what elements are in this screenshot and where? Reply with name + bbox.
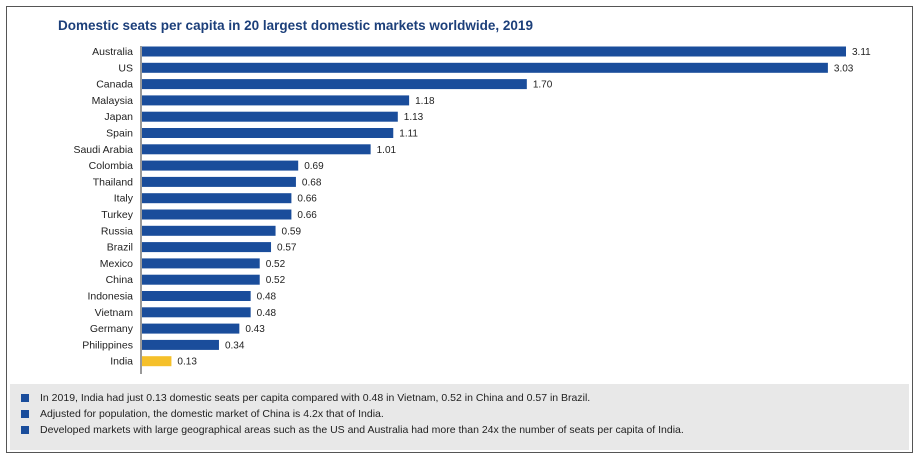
bar-saudi-arabia bbox=[142, 144, 371, 155]
bar-china bbox=[142, 274, 260, 285]
category-label: Russia bbox=[101, 225, 133, 237]
bar-brazil bbox=[142, 242, 272, 253]
category-label: Australia bbox=[92, 46, 133, 58]
category-label: US bbox=[118, 62, 133, 74]
value-label: 0.48 bbox=[257, 308, 277, 319]
note-text: Adjusted for population, the domestic ma… bbox=[40, 408, 384, 420]
bar-australia bbox=[142, 46, 846, 57]
category-label: Indonesia bbox=[87, 291, 133, 303]
category-label: Colombia bbox=[89, 160, 134, 172]
value-label: 1.11 bbox=[399, 129, 418, 140]
value-label: 0.59 bbox=[282, 226, 302, 237]
chart-frame bbox=[6, 6, 913, 453]
bar-russia bbox=[142, 225, 276, 236]
bar-canada bbox=[142, 79, 527, 90]
bars-group: Australia 3.11 US 3.03 Canada 1.70 Malaysia 1.1… bbox=[73, 46, 871, 368]
category-label: Canada bbox=[96, 79, 133, 91]
bar-philippines bbox=[142, 339, 219, 350]
note-item: Developed markets with large geographica… bbox=[21, 422, 909, 438]
category-label: Philippines bbox=[82, 339, 133, 351]
note-text: In 2019, India had just 0.13 domestic se… bbox=[40, 392, 591, 404]
bar-vietnam bbox=[142, 307, 251, 318]
value-label: 0.13 bbox=[177, 357, 197, 368]
bar-indonesia bbox=[142, 291, 251, 301]
bar-thailand bbox=[142, 176, 296, 187]
value-label: 3.11 bbox=[852, 47, 871, 58]
bar-mexico bbox=[142, 258, 260, 269]
bullet-square-icon bbox=[21, 410, 29, 418]
category-label: Turkey bbox=[101, 209, 133, 221]
bar-germany bbox=[142, 323, 240, 334]
bar-japan bbox=[142, 111, 398, 122]
category-label: Italy bbox=[114, 193, 134, 205]
bar-turkey bbox=[142, 209, 292, 220]
category-label: Saudi Arabia bbox=[73, 144, 133, 156]
bar-us bbox=[142, 62, 828, 73]
note-item: In 2019, India had just 0.13 domestic se… bbox=[21, 390, 909, 406]
category-label: Japan bbox=[104, 111, 133, 123]
value-label: 0.52 bbox=[266, 275, 286, 286]
value-label: 0.34 bbox=[225, 340, 245, 351]
value-label: 0.43 bbox=[245, 324, 265, 335]
value-label: 0.66 bbox=[297, 210, 317, 221]
category-label: Malaysia bbox=[92, 95, 134, 107]
value-label: 1.18 bbox=[415, 96, 435, 107]
note-text: Developed markets with large geographica… bbox=[40, 424, 684, 436]
bar-spain bbox=[142, 128, 394, 138]
category-label: Vietnam bbox=[95, 307, 134, 319]
value-label: 1.01 bbox=[377, 145, 397, 156]
value-label: 1.13 bbox=[404, 112, 424, 123]
bar-italy bbox=[142, 193, 292, 204]
bar-chart: Australia 3.11 US 3.03 Canada 1.70 Malaysia 1.1… bbox=[73, 46, 871, 374]
bar-malaysia bbox=[142, 95, 410, 106]
value-label: 0.57 bbox=[277, 243, 297, 254]
value-label: 0.69 bbox=[304, 161, 324, 172]
category-label: Spain bbox=[106, 128, 133, 140]
bar-india bbox=[142, 356, 172, 367]
category-label: Mexico bbox=[100, 258, 133, 270]
category-label: Germany bbox=[90, 323, 134, 335]
category-label: India bbox=[110, 356, 133, 368]
notes-panel: In 2019, India had just 0.13 domestic se… bbox=[10, 384, 909, 450]
chart-title: Domestic seats per capita in 20 largest … bbox=[58, 18, 533, 33]
value-label: 3.03 bbox=[834, 63, 854, 74]
value-label: 0.48 bbox=[257, 292, 277, 303]
note-item: Adjusted for population, the domestic ma… bbox=[21, 406, 909, 422]
bar-colombia bbox=[142, 160, 299, 171]
value-label: 0.52 bbox=[266, 259, 286, 270]
category-label: China bbox=[106, 274, 134, 286]
value-label: 1.70 bbox=[533, 80, 553, 91]
bullet-square-icon bbox=[21, 394, 29, 402]
value-label: 0.68 bbox=[302, 177, 322, 188]
value-label: 0.66 bbox=[297, 194, 317, 205]
category-label: Thailand bbox=[93, 176, 133, 188]
bullet-square-icon bbox=[21, 426, 29, 434]
category-label: Brazil bbox=[107, 242, 133, 254]
